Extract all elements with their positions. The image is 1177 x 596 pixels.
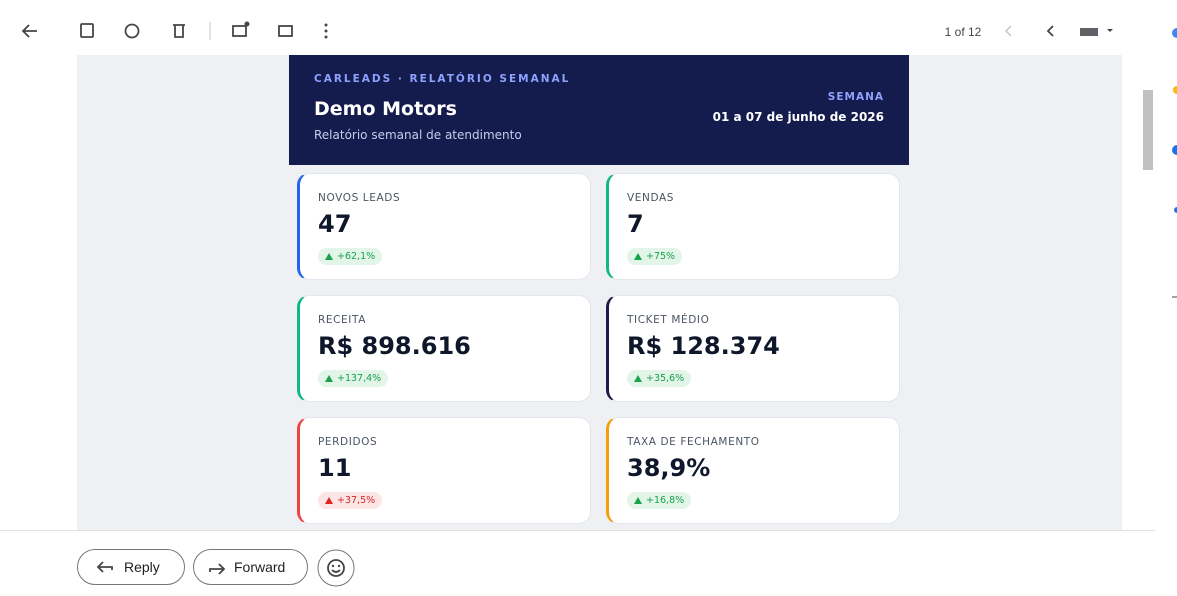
metric-label: PERDIDOS — [318, 436, 378, 448]
change-value: +35,6% — [646, 373, 685, 384]
next-icon[interactable] — [1046, 25, 1054, 37]
up-arrow — [325, 253, 333, 260]
change-badge: +16,8% — [627, 492, 692, 509]
metric-label: TICKET MÉDIO — [627, 314, 710, 326]
reply-icon — [96, 561, 113, 573]
change-value: +75% — [646, 251, 676, 262]
change-badge: +75% — [627, 248, 683, 265]
report-header: CARLEADS · RELATÓRIO SEMANAL Demo Motors… — [289, 55, 909, 165]
metric-label: RECEITA — [318, 314, 366, 326]
change-value: +62,1% — [337, 251, 376, 262]
divider — [0, 530, 1155, 531]
change-value: +137,4% — [337, 373, 382, 384]
brand: CARLEADS · RELATÓRIO SEMANAL — [314, 73, 571, 85]
prev-icon[interactable] — [1004, 25, 1012, 37]
change-badge: +62,1% — [318, 248, 383, 265]
metric-label: VENDAS — [627, 192, 675, 204]
reply-button[interactable]: Reply — [77, 549, 185, 585]
metric-value: 11 — [318, 454, 352, 482]
report-title: Demo Motors — [314, 98, 457, 120]
metric-card: TICKET MÉDIO R$ 128.374 +35,6% — [606, 295, 900, 402]
metric-label: NOVOS LEADS — [318, 192, 401, 204]
metric-value: 38,9% — [627, 454, 711, 482]
report-subtitle: Relatório semanal de atendimento — [314, 128, 522, 142]
archive-icon[interactable] — [80, 23, 94, 38]
metric-value: 47 — [318, 210, 352, 238]
delete-icon[interactable] — [173, 24, 185, 38]
change-value: +16,8% — [646, 495, 685, 506]
week-range: 01 a 07 de junho de 2026 — [712, 110, 884, 124]
pager: 1 of 12 — [945, 25, 982, 39]
change-badge: +137,4% — [318, 370, 389, 387]
spam-icon[interactable] — [124, 23, 140, 39]
scrollbar[interactable] — [1143, 90, 1153, 170]
week-label: SEMANA — [827, 91, 884, 103]
metric-card: RECEITA R$ 898.616 +137,4% — [297, 295, 591, 402]
metric-value: R$ 128.374 — [627, 332, 780, 360]
back-icon[interactable] — [21, 24, 37, 38]
toolbar-icons: 1 of 12 — [21, 21, 1113, 40]
metric-label: TAXA DE FECHAMENTO — [627, 436, 760, 448]
up-arrow — [634, 497, 642, 504]
up-arrow — [634, 375, 642, 382]
up-arrow — [325, 497, 333, 504]
mark-unread-icon[interactable] — [232, 25, 247, 37]
forward-label: Forward — [234, 559, 286, 575]
change-badge: +35,6% — [627, 370, 692, 387]
email-body: CARLEADS · RELATÓRIO SEMANAL Demo Motors… — [77, 55, 1122, 530]
metric-card: PERDIDOS 11 +37,5% — [297, 417, 591, 524]
forward-button[interactable]: Forward — [193, 549, 308, 585]
metric-card: TAXA DE FECHAMENTO 38,9% +16,8% — [606, 417, 900, 524]
move-icon[interactable] — [278, 25, 293, 37]
change-badge: +37,5% — [318, 492, 383, 509]
metric-value: R$ 898.616 — [318, 332, 471, 360]
change-value: +37,5% — [337, 495, 376, 506]
reply-label: Reply — [124, 559, 160, 575]
side-panel — [1172, 28, 1177, 298]
metric-card: VENDAS 7 +75% — [606, 173, 900, 280]
up-arrow — [325, 375, 333, 382]
forward-icon — [209, 563, 226, 575]
up-arrow — [634, 253, 642, 260]
input-tools-icon[interactable] — [1080, 28, 1098, 36]
metric-value: 7 — [627, 210, 644, 238]
emoji-button[interactable] — [317, 549, 355, 587]
metric-card: NOVOS LEADS 47 +62,1% — [297, 173, 591, 280]
